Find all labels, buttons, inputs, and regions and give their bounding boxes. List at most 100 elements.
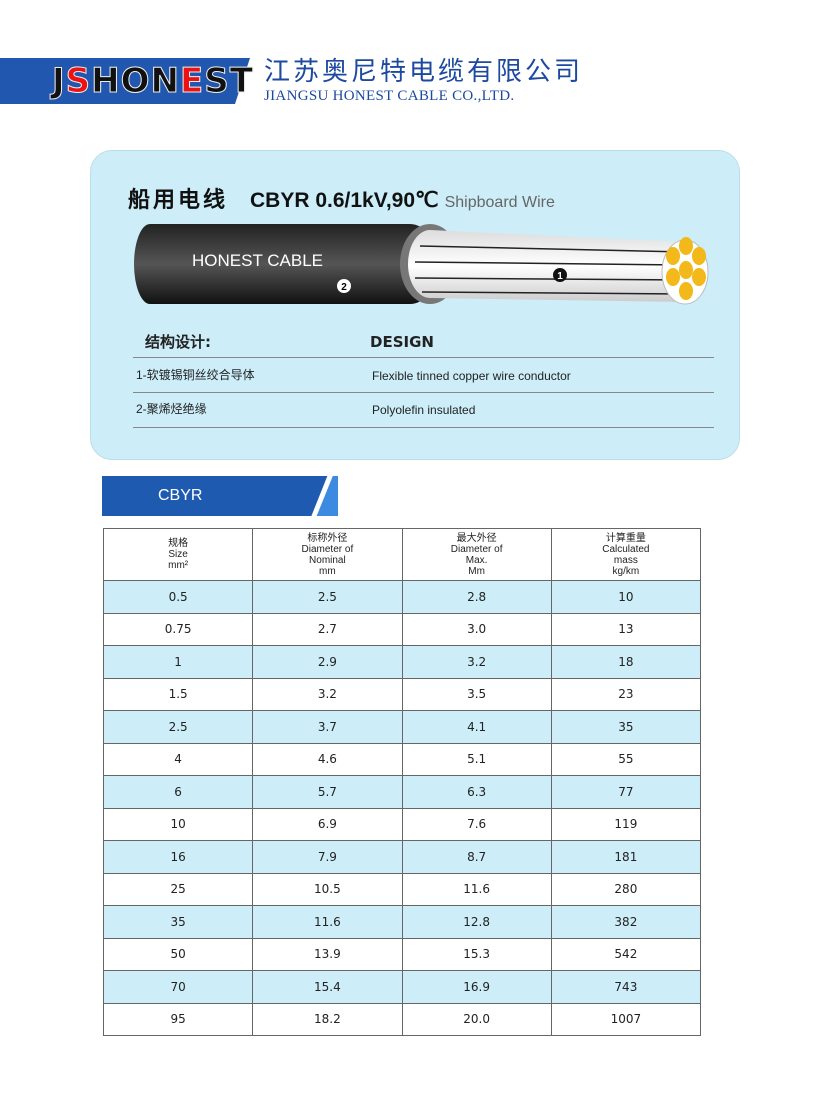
table-cell: 23 — [550, 677, 702, 711]
table-cell: 6 — [102, 775, 254, 809]
table-cell: 3.2 — [252, 677, 403, 711]
table-cell: 16 — [102, 840, 254, 874]
design-row-en: Flexible tinned copper wire conductor — [372, 369, 571, 383]
table-row: 50 13.9 15.3 542 — [102, 937, 702, 971]
table-cell: 50 — [102, 937, 254, 971]
table-row: 1 2.9 3.2 18 — [102, 645, 702, 679]
table-cell: 2.5 — [252, 580, 403, 614]
table-cell: 3.5 — [401, 677, 552, 711]
table-cell: 1007 — [550, 1002, 702, 1036]
table-cell: 6.9 — [252, 807, 403, 841]
table-cell: 280 — [550, 872, 702, 906]
table-cell: 12.8 — [401, 905, 552, 939]
table-row: 25 10.5 11.6 280 — [102, 872, 702, 906]
design-row-cn: 2-聚烯烃绝缘 — [136, 402, 207, 416]
section-tab — [102, 476, 338, 516]
table-cell: 5.1 — [401, 742, 552, 776]
table-cell: 181 — [550, 840, 702, 874]
table-cell: 25 — [102, 872, 254, 906]
table-cell: 8.7 — [401, 840, 552, 874]
logo-band — [0, 58, 250, 104]
table-cell: 7.9 — [252, 840, 403, 874]
table-row: 2.5 3.7 4.1 35 — [102, 710, 702, 744]
table-row: 6 5.7 6.3 77 — [102, 775, 702, 809]
divider — [133, 357, 714, 358]
table-row: 70 15.4 16.9 743 — [102, 970, 702, 1004]
table-cell: 13 — [550, 612, 702, 646]
marker-1: 1 — [557, 271, 563, 282]
divider — [133, 427, 714, 428]
title-en: Shipboard Wire — [444, 194, 555, 211]
table-cell: 10.5 — [252, 872, 403, 906]
table-cell: 119 — [550, 807, 702, 841]
table-cell: 10 — [550, 580, 702, 614]
table-cell: 2.5 — [102, 710, 254, 744]
design-row-en: Polyolefin insulated — [372, 403, 476, 417]
table-cell: 11.6 — [401, 872, 552, 906]
table-cell: 18.2 — [252, 1002, 403, 1036]
section-tab-label: CBYR — [158, 487, 203, 504]
table-cell: 542 — [550, 937, 702, 971]
design-heading-en: DESIGN — [370, 333, 434, 351]
company-logo: JSHONEST — [52, 61, 254, 101]
table-cell: 13.9 — [252, 937, 403, 971]
table-cell: 2.8 — [401, 580, 552, 614]
table-row: 1.5 3.2 3.5 23 — [102, 677, 702, 711]
table-cell: 70 — [102, 970, 254, 1004]
table-cell: 5.7 — [252, 775, 403, 809]
cable-illustration: HONEST CABLE 2 1 — [134, 224, 709, 305]
table-cell: 3.7 — [252, 710, 403, 744]
table-row: 0.75 2.7 3.0 13 — [102, 612, 702, 646]
table-cell: 2.9 — [252, 645, 403, 679]
design-heading-cn: 结构设计: — [145, 333, 211, 351]
product-panel — [90, 150, 740, 460]
table-cell: 35 — [102, 905, 254, 939]
table-cell: 6.3 — [401, 775, 552, 809]
table-cell: 15.3 — [401, 937, 552, 971]
table-cell: 95 — [102, 1002, 254, 1036]
table-cell: 3.0 — [401, 612, 552, 646]
table-cell: 55 — [550, 742, 702, 776]
company-name-en: JIANGSU HONEST CABLE CO.,LTD. — [264, 88, 515, 104]
table-row: 4 4.6 5.1 55 — [102, 742, 702, 776]
product-title: 船用电线 CBYR 0.6/1kV,90℃ Shipboard Wire — [128, 182, 555, 217]
table-cell: 2.7 — [252, 612, 403, 646]
table-header: 规格 Size mm² 标称外径 Diameter of Nominal mm 最大外径 D… — [102, 528, 702, 581]
marker-2: 2 — [341, 282, 347, 293]
header-nominal-diameter: 标称外径 Diameter of Nominal mm — [252, 528, 403, 581]
table-cell: 10 — [102, 807, 254, 841]
table-cell: 4.6 — [252, 742, 403, 776]
table-row: 10 6.9 7.6 119 — [102, 807, 702, 841]
table-cell: 1 — [102, 645, 254, 679]
table-cell: 382 — [550, 905, 702, 939]
header-mass: 计算重量 Calculated mass kg/km — [550, 528, 702, 581]
table-cell: 11.6 — [252, 905, 403, 939]
title-cn: 船用电线 — [128, 188, 229, 213]
cable-print: HONEST CABLE — [192, 251, 323, 270]
spec-table: 规格 Size mm² 标称外径 Diameter of Nominal mm 最大外径 D… — [102, 528, 702, 1036]
table-cell: 0.75 — [102, 612, 254, 646]
table-cell: 4.1 — [401, 710, 552, 744]
table-cell: 77 — [550, 775, 702, 809]
model: CBYR 0.6/1kV,90℃ — [250, 189, 439, 212]
table-cell: 20.0 — [401, 1002, 552, 1036]
header-size: 规格 Size mm² — [102, 528, 254, 581]
table-cell: 16.9 — [401, 970, 552, 1004]
table-cell: 3.2 — [401, 645, 552, 679]
table-cell: 743 — [550, 970, 702, 1004]
table-row: 0.5 2.5 2.8 10 — [102, 580, 702, 614]
table-cell: 1.5 — [102, 677, 254, 711]
table-cell: 0.5 — [102, 580, 254, 614]
table-row: 16 7.9 8.7 181 — [102, 840, 702, 874]
design-row-cn: 1-软镀锡铜丝绞合导体 — [136, 368, 255, 382]
table-cell: 18 — [550, 645, 702, 679]
table-row: 35 11.6 12.8 382 — [102, 905, 702, 939]
header-max-diameter: 最大外径 Diameter of Max. Mm — [401, 528, 552, 581]
company-name-cn: 江苏奥尼特电缆有限公司 — [264, 57, 584, 87]
table-cell: 4 — [102, 742, 254, 776]
table-cell: 15.4 — [252, 970, 403, 1004]
table-row: 95 18.2 20.0 1007 — [102, 1002, 702, 1036]
divider — [133, 392, 714, 393]
table-cell: 7.6 — [401, 807, 552, 841]
table-cell: 35 — [550, 710, 702, 744]
